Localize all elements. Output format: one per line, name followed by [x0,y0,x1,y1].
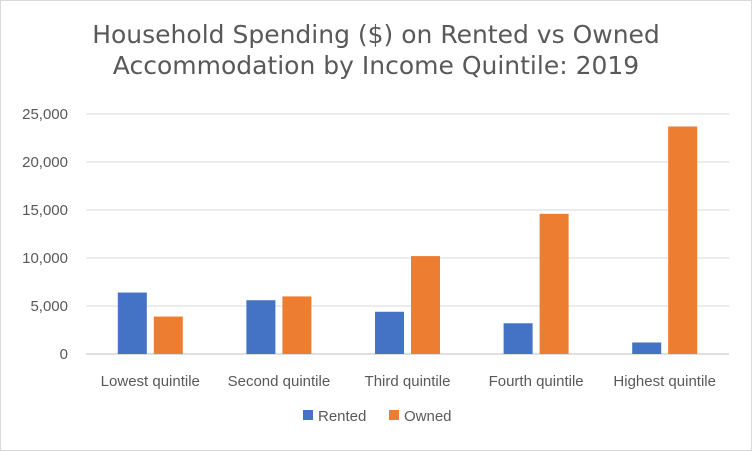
bar-rented [503,323,533,354]
bar-rented [632,342,662,354]
chart-title-line-1: Household Spending ($) on Rented vs Owne… [92,20,660,49]
x-tick-label: Fourth quintile [489,373,584,390]
bar-rented [117,292,147,354]
bar-rented [375,311,404,354]
bar-owned [282,296,312,354]
legend-swatch-owned [389,410,399,420]
bar-rented [246,300,276,354]
y-tick-label: 10,000 [22,250,68,267]
legend-label-owned: Owned [404,408,452,425]
y-tick-label: 5,000 [30,298,68,315]
y-tick-label: 25,000 [22,106,68,123]
x-tick-label: Highest quintile [613,373,716,390]
y-tick-label: 15,000 [22,202,68,219]
x-tick-label: Second quintile [228,373,331,390]
bar-owned [539,213,569,354]
bar-owned [668,126,698,354]
y-tick-label: 20,000 [22,154,68,171]
bar-owned [153,316,183,354]
chart-title: Household Spending ($) on Rented vs Owne… [1,19,751,81]
chart-title-line-2: Accommodation by Income Quintile: 2019 [112,51,640,80]
x-tick-label: Lowest quintile [101,373,200,390]
bar-owned [411,256,440,354]
y-tick-label: 0 [60,346,68,363]
x-tick-label: Third quintile [365,373,451,390]
legend-swatch-rented [303,410,313,420]
legend-label-rented: Rented [318,408,366,425]
